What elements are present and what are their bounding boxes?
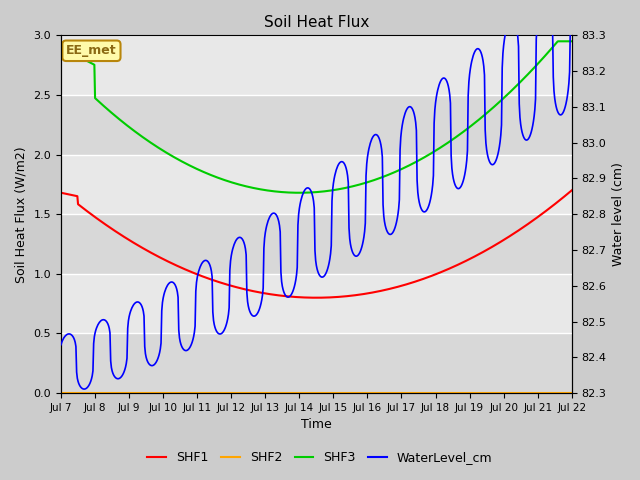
Bar bbox=[61, 36, 572, 95]
Title: Soil Heat Flux: Soil Heat Flux bbox=[264, 15, 369, 30]
SHF1 bbox=[312, 295, 320, 300]
Legend: SHF1, SHF2, SHF3, WaterLevel_cm: SHF1, SHF2, SHF3, WaterLevel_cm bbox=[142, 446, 498, 469]
SHF2 bbox=[57, 390, 65, 396]
SHF1 bbox=[278, 293, 286, 299]
SHF3 bbox=[278, 189, 286, 195]
SHF1 bbox=[502, 236, 509, 241]
SHF2 bbox=[168, 390, 175, 396]
SHF2 bbox=[190, 390, 198, 396]
SHF1 bbox=[168, 260, 175, 266]
WaterLevel_cm bbox=[565, 80, 573, 86]
SHF1 bbox=[445, 266, 453, 272]
SHF1 bbox=[564, 191, 572, 196]
SHF3 bbox=[568, 38, 576, 44]
Y-axis label: Water level (cm): Water level (cm) bbox=[612, 162, 625, 266]
WaterLevel_cm bbox=[57, 342, 65, 348]
WaterLevel_cm bbox=[503, 25, 511, 31]
Line: SHF1: SHF1 bbox=[61, 190, 572, 298]
Bar bbox=[61, 95, 572, 155]
Y-axis label: Soil Heat Flux (W/m2): Soil Heat Flux (W/m2) bbox=[15, 146, 28, 283]
Bar bbox=[61, 155, 572, 214]
SHF2 bbox=[444, 390, 452, 396]
WaterLevel_cm bbox=[279, 287, 287, 292]
X-axis label: Time: Time bbox=[301, 419, 332, 432]
SHF3 bbox=[296, 190, 303, 196]
SHF3 bbox=[554, 38, 562, 44]
SHF3 bbox=[190, 165, 198, 170]
SHF3 bbox=[502, 93, 509, 99]
WaterLevel_cm bbox=[502, 29, 509, 35]
SHF3 bbox=[57, 44, 65, 50]
SHF2 bbox=[501, 390, 509, 396]
SHF2 bbox=[568, 390, 576, 396]
WaterLevel_cm bbox=[445, 87, 453, 93]
SHF3 bbox=[445, 139, 453, 145]
Line: SHF3: SHF3 bbox=[61, 41, 572, 193]
Bar bbox=[61, 274, 572, 334]
WaterLevel_cm bbox=[568, 25, 576, 31]
SHF2 bbox=[564, 390, 572, 396]
SHF1 bbox=[568, 187, 576, 192]
SHF3 bbox=[565, 38, 573, 44]
WaterLevel_cm bbox=[191, 330, 198, 336]
Line: WaterLevel_cm: WaterLevel_cm bbox=[61, 28, 572, 389]
WaterLevel_cm bbox=[168, 279, 176, 285]
WaterLevel_cm bbox=[81, 386, 88, 392]
SHF2 bbox=[278, 390, 286, 396]
SHF1 bbox=[190, 270, 198, 276]
Bar bbox=[61, 214, 572, 274]
SHF1 bbox=[57, 190, 65, 196]
Text: EE_met: EE_met bbox=[66, 44, 116, 57]
Bar bbox=[61, 334, 572, 393]
SHF3 bbox=[168, 153, 175, 159]
